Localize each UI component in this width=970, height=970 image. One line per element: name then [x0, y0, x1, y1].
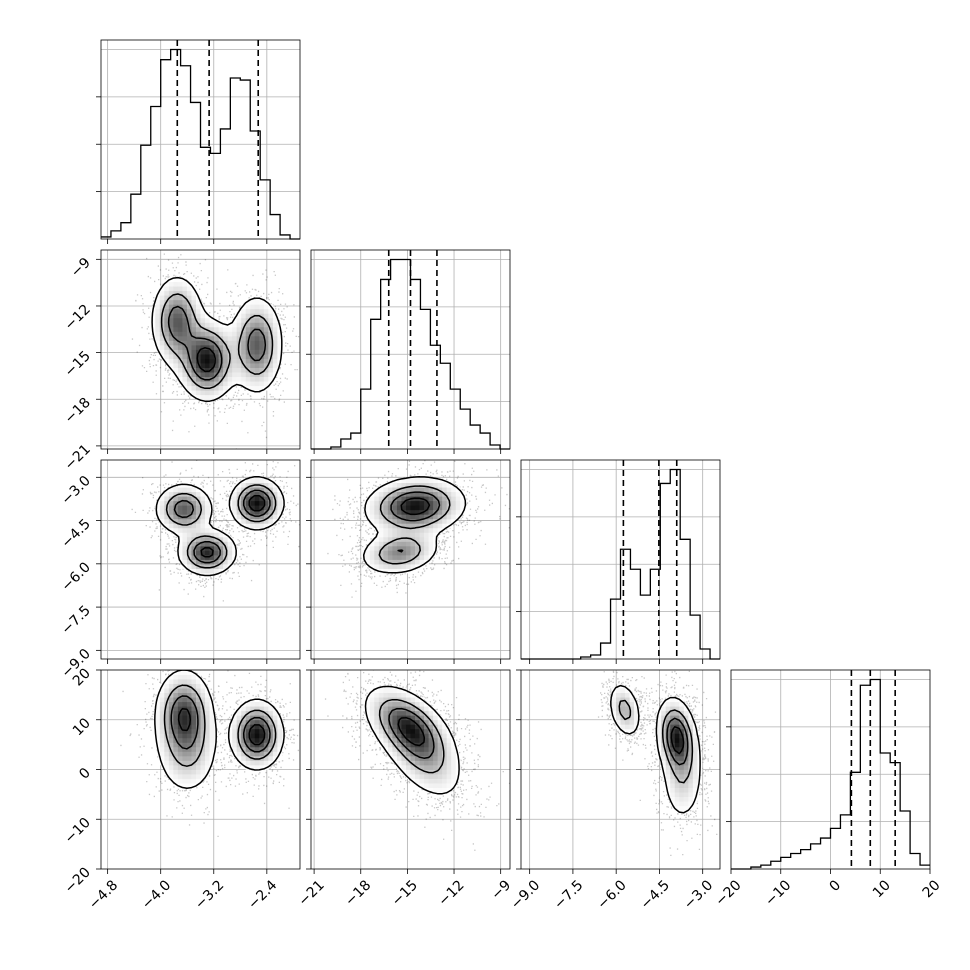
- contour-line: [362, 476, 467, 574]
- y-tick-label: −10: [62, 815, 94, 847]
- y-tick-label: −3.0: [58, 473, 93, 508]
- contour-line: [155, 475, 285, 577]
- x-tick-label: 20: [920, 877, 944, 901]
- contour-line: [196, 347, 216, 373]
- x-tick-label: −18: [342, 877, 374, 909]
- x-tick-label: −4.5: [638, 877, 673, 912]
- x-tick-label: −4.0: [139, 877, 174, 912]
- hist-frame-2: [520, 459, 721, 660]
- y-tick-label: −6.0: [58, 559, 93, 594]
- hist-frame-0: [100, 39, 301, 240]
- contour-line: [397, 716, 426, 747]
- contour-line: [170, 695, 271, 753]
- density-cells: [155, 670, 283, 788]
- y-tick-label: −9: [68, 255, 94, 281]
- x-tick-label: −20: [712, 877, 744, 909]
- y-tick-label: −15: [62, 348, 94, 380]
- density-2-3: [597, 670, 718, 856]
- contour-line: [151, 276, 283, 402]
- x-tick-label: −10: [762, 877, 794, 909]
- contour-line: [200, 494, 266, 558]
- y-tick-label: −12: [62, 301, 94, 333]
- panel-backgrounds: [101, 40, 930, 869]
- x-tick-label: −3.2: [192, 877, 227, 912]
- density-0-2: [131, 460, 300, 602]
- contour-line: [160, 293, 274, 390]
- contour-line: [670, 726, 685, 755]
- density-0-3: [120, 670, 299, 837]
- density-frame-1-2: [310, 459, 511, 660]
- density-frame-0-2: [100, 459, 301, 660]
- contour-line: [400, 497, 431, 516]
- x-tick-label: −3.0: [681, 877, 716, 912]
- contour-line: [177, 707, 266, 746]
- contour-line: [364, 685, 460, 795]
- y-tick-label: −21: [62, 441, 94, 473]
- histogram-3: [731, 670, 930, 870]
- hist-frame-1: [310, 249, 511, 450]
- x-tick-label: −7.5: [551, 877, 586, 912]
- contour-line: [378, 485, 451, 565]
- density-1-2: [327, 460, 510, 598]
- density-0-1: [131, 253, 300, 449]
- panel-frames: [100, 39, 931, 870]
- y-tick-label: −4.5: [58, 516, 93, 551]
- x-tick-label: 0: [826, 877, 844, 895]
- x-tick-label: −4.8: [86, 877, 121, 912]
- histogram-1: [311, 250, 510, 450]
- contour-line: [610, 684, 701, 814]
- y-tick-label: −7.5: [58, 603, 93, 638]
- contour-line: [167, 305, 267, 381]
- contour-line: [154, 670, 285, 789]
- x-tick-label: 10: [870, 877, 894, 901]
- density-1-3: [324, 670, 510, 851]
- x-tick-label: −2.4: [245, 877, 280, 912]
- contour-line: [165, 484, 277, 569]
- contour-line: [618, 699, 694, 784]
- hist-step-line: [101, 48, 300, 240]
- plot-data: [101, 40, 930, 870]
- histogram-0: [101, 40, 300, 240]
- x-tick-label: −9.0: [508, 877, 543, 912]
- x-tick-label: −6.0: [594, 877, 629, 912]
- y-tick-label: −18: [62, 395, 94, 427]
- hist-step-line: [311, 258, 510, 450]
- contour-line: [173, 489, 271, 564]
- x-tick-label: −15: [389, 877, 421, 909]
- y-tick-label: −20: [62, 865, 94, 897]
- hist-step-line: [731, 678, 930, 870]
- contour-line: [378, 698, 445, 774]
- x-tick-label: −21: [296, 877, 328, 909]
- y-tick-label: 0: [76, 765, 94, 783]
- y-tick-label: 10: [70, 715, 94, 739]
- hist-grid-0: [101, 40, 300, 239]
- x-tick-label: −12: [435, 877, 467, 909]
- contour-line: [666, 717, 689, 766]
- contour-line: [388, 707, 435, 759]
- density-frame-0-1: [100, 249, 301, 450]
- contour-line: [163, 684, 277, 767]
- contour-line: [390, 491, 441, 553]
